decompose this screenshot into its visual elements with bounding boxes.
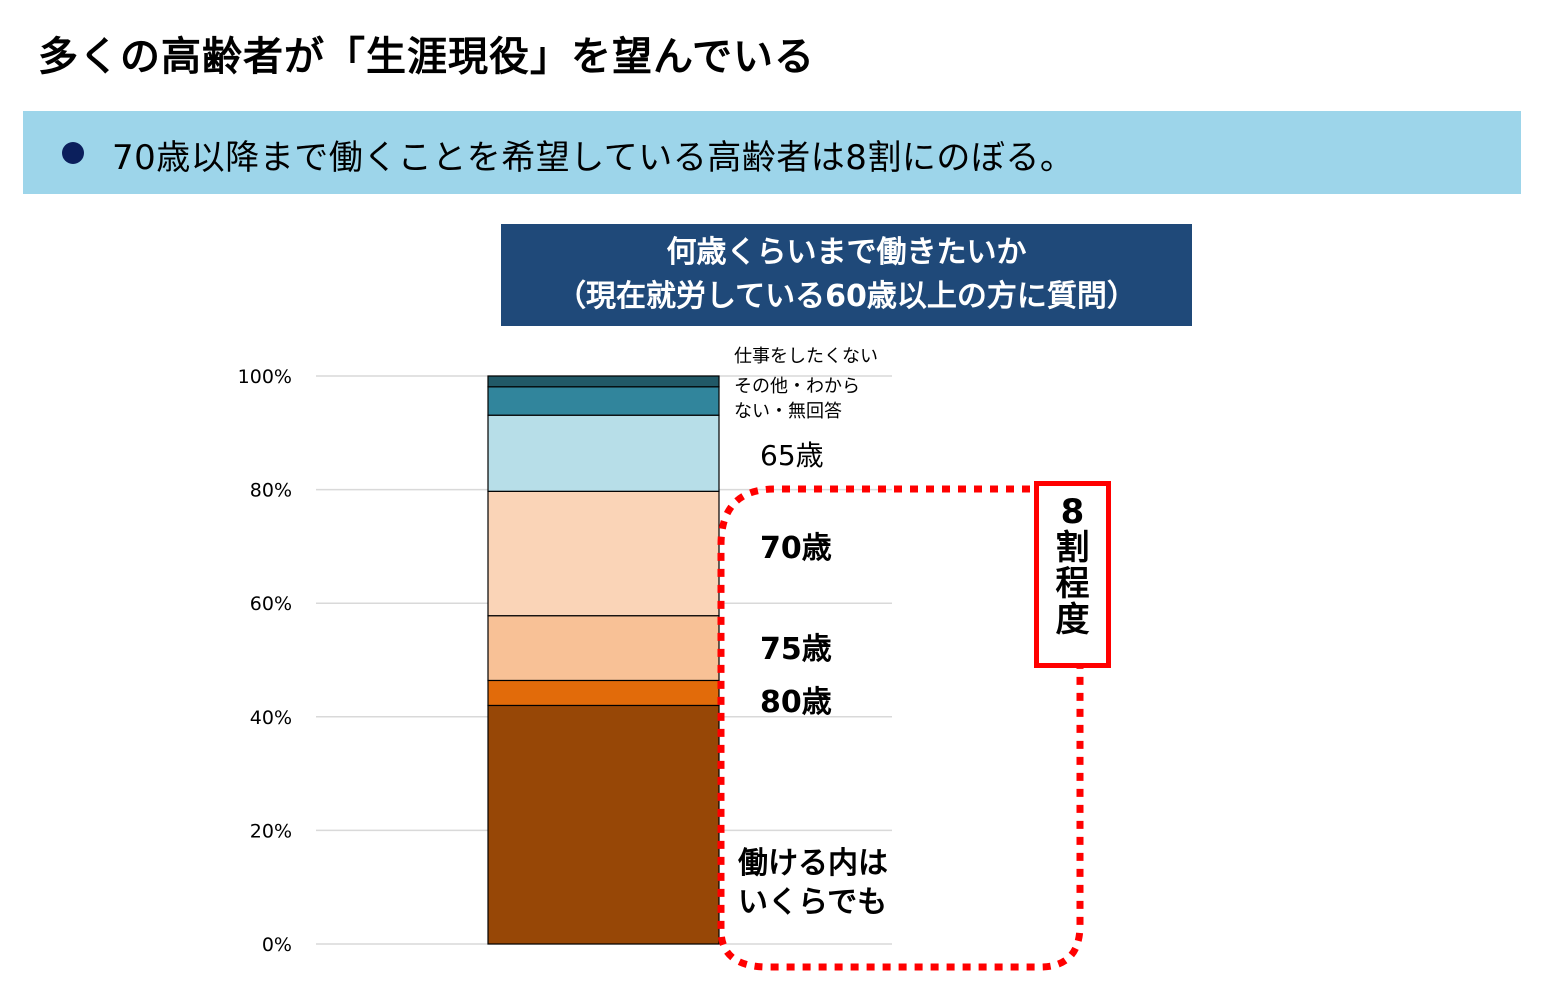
bar-segment (487, 375, 720, 388)
page-title: 多くの高齢者が「生涯現役」を望んでいる (38, 34, 815, 80)
bar-segment (487, 490, 720, 617)
chart-subtitle: （現在就労している60歳以上の方に質問） (556, 279, 1137, 314)
y-tick-label: 80% (250, 480, 292, 502)
label-no-work: 仕事をしたくない (734, 346, 878, 367)
callout-text-4: 度 (1055, 600, 1090, 640)
bar-segment (487, 414, 720, 492)
y-tick-label: 20% (250, 820, 292, 842)
y-tick-label: 0% (262, 934, 292, 956)
bullet-icon (62, 142, 84, 164)
label-age-80: 80歳 (760, 685, 832, 720)
chart-title-box: 何歳くらいまで働きたいか （現在就労している60歳以上の方に質問） (501, 224, 1192, 326)
stacked-bar (487, 375, 720, 945)
label-age-70: 70歳 (760, 531, 832, 566)
callout-text-1: 8 (1060, 492, 1085, 532)
y-axis-ticks: 0% 20% 40% 60% 80% 100% (238, 366, 292, 956)
label-age-65: 65歳 (760, 439, 824, 472)
label-other-line2: ない・無回答 (734, 401, 842, 422)
label-age-75: 75歳 (760, 632, 832, 667)
y-tick-label: 60% (250, 593, 292, 615)
callout-dotted-outline (717, 485, 1084, 971)
y-tick-label: 100% (238, 366, 292, 388)
chart-title: 何歳くらいまで働きたいか (666, 235, 1027, 270)
y-tick-label: 40% (250, 707, 292, 729)
summary-text: 70歳以降まで働くことを希望している高齢者は8割にのぼる。 (112, 138, 1075, 178)
bar-segment (487, 615, 720, 682)
callout-text-3: 程 (1055, 564, 1090, 604)
callout-box: 8 割 程 度 (1034, 481, 1111, 668)
callout-text-2: 割 (1055, 528, 1090, 568)
label-other-line1: その他・わから (734, 376, 860, 397)
bar-segment (487, 386, 720, 416)
bar-segment (487, 679, 720, 707)
label-any-age-line1: 働ける内は (737, 846, 888, 881)
bar-segment (487, 704, 720, 945)
summary-banner (23, 111, 1521, 194)
label-any-age-line2: いくらでも (738, 885, 887, 920)
